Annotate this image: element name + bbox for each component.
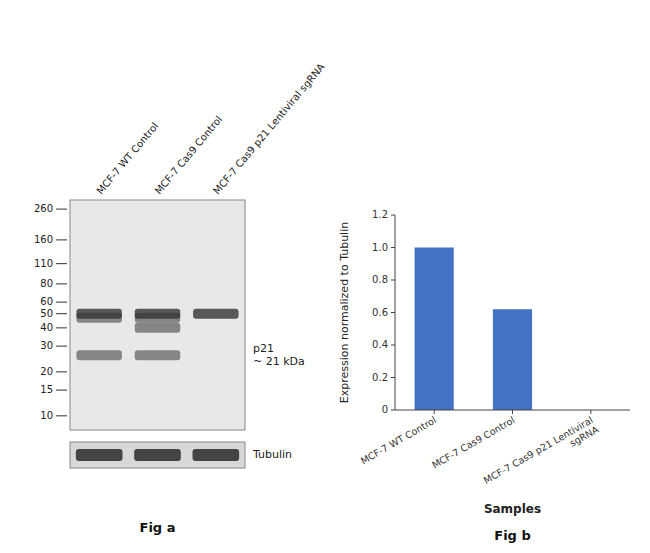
mw-label: 50	[40, 308, 53, 319]
x-tick-label: MCF-7 Cas9 Control	[430, 414, 517, 470]
mw-tick	[56, 263, 67, 264]
mw-tick	[56, 415, 67, 416]
x-tick	[512, 410, 513, 414]
mw-tick	[56, 313, 67, 314]
bar	[415, 248, 454, 411]
mw-tick	[56, 371, 67, 372]
mw-label: 160	[34, 234, 53, 245]
mw-label: 80	[40, 278, 53, 289]
mw-tick	[56, 302, 67, 303]
x-axis-title: Samples	[484, 502, 541, 516]
y-axis-line	[395, 215, 396, 410]
blot-membrane	[70, 200, 245, 430]
mw-label: 40	[40, 322, 53, 333]
text-line: p21	[253, 342, 274, 355]
text-line: MCF-7 WT Control	[359, 414, 438, 466]
mw-tick	[56, 346, 67, 347]
x-tick-label: MCF-7 Cas9 p21 LentiviralsgRNA	[482, 414, 601, 495]
x-tick	[590, 410, 591, 414]
loading-control-strip	[70, 442, 245, 468]
y-tick-label: 0.4	[372, 339, 388, 350]
mw-label: 260	[34, 203, 53, 214]
band	[76, 313, 122, 323]
text-line: MCF-7 WT Control	[94, 120, 160, 196]
mw-tick	[56, 327, 67, 328]
y-tick-label: 0.6	[372, 307, 388, 318]
bar-panel: 00.20.40.60.81.01.2MCF-7 WT ControlMCF-7…	[338, 209, 630, 543]
mw-label: 110	[34, 258, 53, 269]
y-tick	[391, 377, 395, 378]
y-tick-label: 1.0	[372, 242, 388, 253]
text-line: MCF-7 Cas9 Control	[153, 114, 225, 197]
band	[76, 350, 122, 360]
mw-label: 60	[40, 296, 53, 307]
mw-tick	[56, 283, 67, 284]
y-tick	[391, 247, 395, 248]
mw-label: 30	[40, 340, 53, 351]
y-tick-label: 0.8	[372, 274, 388, 285]
text-line: ~ 21 kDa	[253, 355, 305, 368]
loading-control-band	[193, 449, 240, 461]
mw-label: 20	[40, 366, 53, 377]
mw-tick	[56, 239, 67, 240]
y-tick	[391, 215, 395, 216]
x-tick	[434, 410, 435, 414]
mw-label: 15	[40, 384, 53, 395]
band	[193, 309, 239, 319]
loading-control-band	[76, 449, 123, 461]
bar	[493, 309, 532, 410]
band	[135, 350, 181, 360]
y-tick	[391, 312, 395, 313]
band	[135, 323, 181, 333]
lane-label: MCF-7 WT Control	[94, 120, 160, 196]
annotation: p21~ 21 kDa	[253, 342, 305, 368]
y-tick-label: 0.2	[372, 372, 388, 383]
annotation: Tubulin	[252, 448, 292, 461]
text-line: sgRNA	[568, 423, 601, 448]
mw-tick	[56, 390, 67, 391]
lane-label: MCF-7 Cas9 p21 Lentiviral sgRNA	[211, 61, 327, 196]
blot-panel: 260 160 110 80 6050 40 30 20 15 10 MCF-7 WT Contro…	[34, 61, 327, 535]
mw-tick	[56, 209, 67, 210]
band	[135, 313, 181, 323]
y-tick	[391, 345, 395, 346]
y-tick	[391, 280, 395, 281]
y-tick	[391, 410, 395, 411]
y-axis-title: Expression normalized to Tubulin	[338, 222, 351, 403]
y-tick-label: 0	[382, 404, 388, 415]
lane-label: MCF-7 Cas9 Control	[153, 114, 225, 197]
loading-control-band	[134, 449, 181, 461]
bars	[415, 248, 532, 411]
y-tick-label: 1.2	[372, 209, 388, 220]
mw-label: 10	[40, 410, 53, 421]
panel-label: Fig b	[494, 528, 530, 543]
text-line: MCF-7 Cas9 p21 Lentiviral	[482, 414, 595, 486]
bands	[76, 309, 238, 360]
text-line: MCF-7 Cas9 Control	[430, 414, 517, 470]
text-line: MCF-7 Cas9 p21 Lentiviral sgRNA	[211, 61, 327, 196]
figure: 260 160 110 80 6050 40 30 20 15 10 MCF-7 WT Contro…	[0, 0, 650, 553]
panel-label: Fig a	[140, 520, 176, 535]
text-line: Tubulin	[252, 448, 292, 461]
x-tick-label: MCF-7 WT Control	[359, 414, 438, 466]
